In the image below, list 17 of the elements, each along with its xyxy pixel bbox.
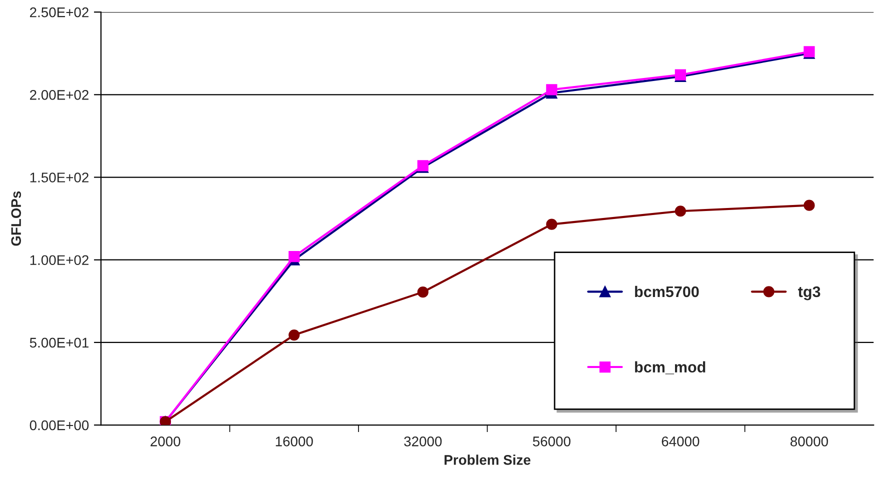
y-axis-title: GFLOPs	[11, 191, 22, 246]
x-tick-label: 80000	[790, 436, 828, 446]
x-tick-label: 56000	[532, 436, 570, 446]
x-tick-label: 16000	[276, 436, 313, 446]
y-tick-label: 2.50E+02	[30, 7, 88, 18]
legend-label: tg3	[798, 286, 820, 300]
y-tick-label: 2.00E+02	[30, 90, 88, 100]
x-tick-label: 64000	[662, 436, 700, 446]
legend-label: bcm_mod	[635, 361, 706, 374]
x-tick-label: 2000	[150, 436, 180, 446]
x-tick-label: 32000	[404, 436, 442, 446]
y-tick-label: 0.00E+00	[30, 420, 89, 430]
y-tick-label: 1.00E+02	[30, 255, 88, 266]
y-tick-label: 1.50E+02	[30, 172, 88, 182]
y-tick-label: 5.00E+01	[30, 338, 88, 348]
x-axis-title: Problem Size	[444, 454, 530, 465]
legend-label: bcm5700	[635, 286, 699, 298]
